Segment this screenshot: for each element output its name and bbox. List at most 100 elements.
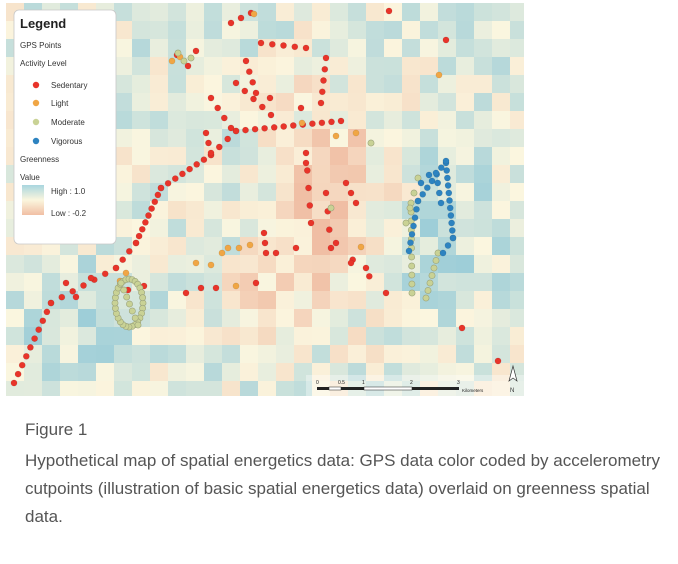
greenness-cell xyxy=(330,57,349,76)
gps-point-sedentary xyxy=(382,289,390,297)
greenness-cell xyxy=(330,255,349,274)
greenness-cell xyxy=(402,327,421,346)
greenness-cell xyxy=(114,21,133,40)
greenness-cell xyxy=(222,39,241,58)
greenness-cell xyxy=(276,111,295,130)
greenness-cell xyxy=(384,327,403,346)
gps-point-sedentary xyxy=(262,249,270,257)
gps-point-sedentary xyxy=(214,104,222,112)
greenness-cell xyxy=(186,75,205,94)
gps-point-vigorous xyxy=(411,214,419,222)
scalebar-segment-4 xyxy=(363,386,413,391)
greenness-cell xyxy=(240,165,259,184)
greenness-cell xyxy=(384,93,403,112)
greenness-cell xyxy=(384,183,403,202)
gps-points xyxy=(10,7,502,387)
gps-point-vigorous xyxy=(448,227,456,234)
greenness-cell xyxy=(150,327,169,346)
greenness-cell xyxy=(42,381,61,396)
gps-point-sedentary xyxy=(182,289,190,297)
greenness-cell xyxy=(96,363,115,382)
greenness-cell xyxy=(510,147,524,166)
gps-point-moderate xyxy=(408,271,416,279)
greenness-cell xyxy=(330,147,349,166)
gps-point-sedentary xyxy=(202,129,210,137)
greenness-cell xyxy=(384,237,403,256)
gps-point-moderate xyxy=(422,294,430,302)
greenness-cell xyxy=(330,201,349,220)
greenness-cell xyxy=(492,291,511,310)
greenness-cell xyxy=(204,183,223,202)
gps-point-moderate xyxy=(180,57,188,65)
greenness-cell xyxy=(330,129,349,148)
greenness-cell xyxy=(510,93,524,112)
greenness-cell xyxy=(294,273,313,292)
greenness-cell xyxy=(474,75,493,94)
greenness-cell xyxy=(492,183,511,202)
greenness-cell xyxy=(186,327,205,346)
greenness-cell xyxy=(366,147,385,166)
gps-point-sedentary xyxy=(321,65,329,73)
greenness-cell xyxy=(474,291,493,310)
greenness-cell xyxy=(150,273,169,292)
gps-point-sedentary xyxy=(302,149,310,157)
gps-point-moderate xyxy=(120,286,128,294)
greenness-cell xyxy=(114,183,133,202)
legend-moderate-swatch xyxy=(32,118,40,126)
greenness-cell xyxy=(222,219,241,238)
greenness-cell xyxy=(42,255,61,274)
greenness-cell xyxy=(384,309,403,328)
gps-point-sedentary xyxy=(270,124,278,131)
greenness-cell xyxy=(240,129,259,148)
greenness-cell xyxy=(222,147,241,166)
gps-point-sedentary xyxy=(306,202,314,209)
gps-point-vigorous xyxy=(419,190,427,198)
greenness-cell xyxy=(420,345,439,364)
legend-low-label: Low : -0.2 xyxy=(51,209,87,218)
gps-point-sedentary xyxy=(291,43,299,51)
greenness-cell xyxy=(114,75,133,94)
greenness-cell xyxy=(312,237,331,256)
greenness-cell xyxy=(492,3,511,22)
greenness-cell xyxy=(438,129,457,148)
gps-point-sedentary xyxy=(322,54,330,62)
greenness-cell xyxy=(402,129,421,148)
greenness-cell xyxy=(474,327,493,346)
greenness-cell xyxy=(402,75,421,94)
greenness-cell xyxy=(294,237,313,256)
greenness-cell xyxy=(258,273,277,292)
greenness-cell xyxy=(312,345,331,364)
greenness-cell xyxy=(222,183,241,202)
greenness-cell xyxy=(366,111,385,130)
gps-point-sedentary xyxy=(112,264,120,272)
greenness-cell xyxy=(240,21,259,40)
greenness-cell xyxy=(222,255,241,274)
greenness-cell xyxy=(78,327,97,346)
gps-point-moderate xyxy=(327,204,335,212)
greenness-cell xyxy=(114,3,133,22)
greenness-cell xyxy=(456,237,475,256)
greenness-cell xyxy=(294,57,313,76)
greenness-cell xyxy=(330,363,349,382)
gps-point-sedentary xyxy=(303,167,311,174)
gps-point-sedentary xyxy=(151,198,159,206)
greenness-cell xyxy=(348,345,367,364)
greenness-cell xyxy=(294,327,313,346)
greenness-cell xyxy=(168,21,187,40)
greenness-cell xyxy=(276,21,295,40)
greenness-cell xyxy=(276,129,295,148)
greenness-cell xyxy=(276,201,295,220)
gps-point-sedentary xyxy=(125,247,133,255)
gps-point-moderate xyxy=(187,54,195,62)
gps-point-vigorous xyxy=(408,230,416,238)
scalebar-tick-4: 3 xyxy=(457,380,460,386)
gps-point-sedentary xyxy=(47,299,55,307)
gps-point-sedentary xyxy=(69,287,77,295)
greenness-cell xyxy=(240,327,259,346)
gps-point-vigorous xyxy=(445,189,453,197)
greenness-cell xyxy=(330,291,349,310)
gps-point-sedentary xyxy=(280,123,288,130)
gps-point-moderate xyxy=(430,264,438,272)
gps-point-vigorous xyxy=(435,189,443,197)
gps-point-sedentary xyxy=(31,335,38,342)
